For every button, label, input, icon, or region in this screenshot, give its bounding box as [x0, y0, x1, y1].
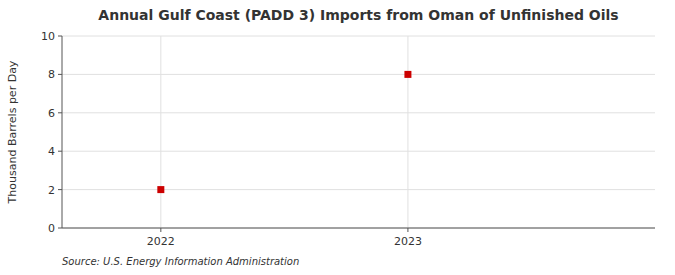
x-grid-line: [407, 36, 408, 228]
x-tick-label: 2022: [147, 235, 175, 248]
y-tick-label: 0: [48, 222, 55, 235]
x-axis-line: [62, 228, 655, 229]
y-grid-line: [62, 228, 655, 229]
chart-svg: Annual Gulf Coast (PADD 3) Imports from …: [0, 0, 675, 275]
y-tick-label: 4: [48, 145, 55, 158]
x-tick: [407, 228, 408, 232]
y-grid-line: [62, 74, 655, 75]
y-tick-label: 2: [48, 184, 55, 197]
x-tick-label: 2023: [394, 235, 422, 248]
point: [157, 186, 164, 193]
y-axis-line: [62, 36, 63, 228]
y-grid-line: [62, 36, 655, 37]
y-axis-label: Thousand Barrels per Day: [6, 60, 19, 204]
y-tick: [58, 151, 62, 152]
y-grid-line: [62, 189, 655, 190]
y-tick-label: 8: [48, 68, 55, 81]
chart-container: Annual Gulf Coast (PADD 3) Imports from …: [0, 0, 675, 275]
y-tick: [58, 189, 62, 190]
y-tick-label: 6: [48, 107, 55, 120]
source-note: Source: U.S. Energy Information Administ…: [62, 256, 299, 267]
y-tick: [58, 36, 62, 37]
grid: [62, 36, 655, 228]
point: [404, 71, 411, 78]
x-grid-line: [160, 36, 161, 228]
y-tick: [58, 74, 62, 75]
y-tick: [58, 112, 62, 113]
y-grid-line: [62, 112, 655, 113]
y-tick-label: 10: [41, 30, 55, 43]
y-grid-line: [62, 151, 655, 152]
page: {"chart_data": {"type": "scatter", "titl…: [0, 0, 675, 275]
title: Annual Gulf Coast (PADD 3) Imports from …: [98, 7, 618, 23]
y-tick: [58, 228, 62, 229]
points: [157, 71, 411, 193]
x-tick: [160, 228, 161, 232]
